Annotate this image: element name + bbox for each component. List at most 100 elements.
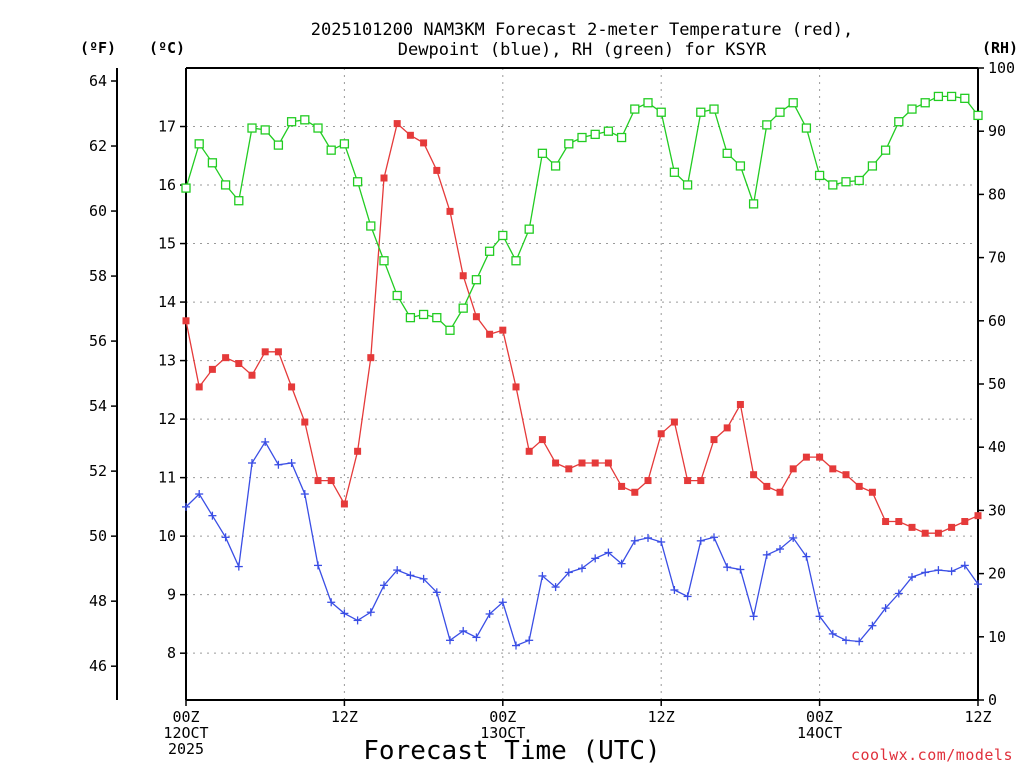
rh-point <box>669 167 680 177</box>
celsius-tick-label: 8 <box>167 644 176 662</box>
dewpoint-point <box>432 588 441 597</box>
rh-point <box>577 132 587 143</box>
temperature-point <box>974 512 982 520</box>
rh-point <box>682 180 693 190</box>
fahrenheit-tick-label: 58 <box>89 267 107 285</box>
temperature-point <box>670 418 678 426</box>
rh-point <box>339 139 350 149</box>
temperature-point <box>208 365 216 373</box>
rh-point <box>524 224 534 234</box>
temperature-point <box>591 459 599 467</box>
dewpoint-point <box>393 566 402 575</box>
credit-link[interactable]: coolwx.com/models <box>851 746 1013 764</box>
temperature-point <box>459 272 467 280</box>
rh-point <box>326 145 336 155</box>
temperature-point <box>631 488 639 496</box>
dewpoint-point <box>974 580 982 589</box>
rh-point <box>722 148 732 158</box>
rh-point <box>590 129 600 140</box>
dewpoint-point <box>921 568 930 577</box>
dewpoint-point <box>551 583 560 592</box>
rh-point <box>603 126 614 136</box>
rh-point <box>379 256 389 266</box>
rh-tick-label: 70 <box>988 249 1006 267</box>
title-line-1: 2025101200 NAM3KM Forecast 2-meter Tempe… <box>311 20 853 40</box>
temperature-point <box>921 529 929 537</box>
rh-point <box>946 91 957 102</box>
axes <box>111 67 984 706</box>
rh-point <box>841 177 851 187</box>
celsius-tick-label: 15 <box>158 235 176 253</box>
dewpoint-point <box>182 502 190 511</box>
temperature-point <box>618 482 626 490</box>
dewpoint-point <box>538 571 547 580</box>
series-layer <box>181 91 983 650</box>
rh-point <box>920 98 930 108</box>
rh-point <box>907 104 917 114</box>
dewpoint-point <box>644 533 652 542</box>
fahrenheit-tick-label: 64 <box>89 72 107 90</box>
dewpoint-point <box>485 609 494 618</box>
series-dewpoint <box>182 437 982 650</box>
rh-point <box>484 246 495 256</box>
temperature-point <box>301 418 309 426</box>
temperature-point <box>222 354 230 362</box>
rh-point <box>854 175 864 186</box>
celsius-tick-label: 11 <box>158 469 176 487</box>
rh-point <box>550 161 561 171</box>
temperature-point <box>406 131 414 139</box>
fahrenheit-unit-label: (ºF) <box>80 39 116 57</box>
temperature-point <box>684 477 692 485</box>
dewpoint-point <box>947 567 956 576</box>
celsius-tick-label: 16 <box>158 176 176 194</box>
temperature-point <box>710 436 718 444</box>
dewpoint-point <box>723 563 732 572</box>
dewpoint-point <box>366 608 375 617</box>
temperature-point <box>538 436 546 444</box>
rh-point <box>273 140 284 150</box>
rh-point <box>432 312 442 323</box>
rh-unit-label: (RH) <box>982 39 1018 57</box>
rh-point <box>220 180 231 190</box>
temperature-point <box>657 430 665 438</box>
dewpoint-point <box>578 564 586 573</box>
temperature-point <box>578 459 586 467</box>
rh-point <box>260 125 270 135</box>
rh-point <box>234 196 244 206</box>
dewpoint-point <box>591 554 600 563</box>
temperature-point <box>512 383 520 391</box>
rh-point <box>313 123 323 133</box>
fahrenheit-tick-label: 56 <box>89 332 107 350</box>
rh-point <box>973 110 983 121</box>
temperature-point <box>868 488 876 496</box>
dewpoint-point <box>868 621 877 630</box>
dewpoint-point <box>261 437 270 446</box>
x-tick-label: 13OCT <box>480 724 525 742</box>
rh-point <box>286 117 297 127</box>
temperature-point <box>802 453 810 461</box>
rh-point <box>933 91 944 102</box>
title-line-2: Dewpoint (blue), RH (green) for KSYR <box>398 40 767 60</box>
rh-tick-label: 30 <box>988 501 1006 519</box>
temperature-point <box>367 354 375 362</box>
celsius-tick-label: 12 <box>158 410 176 428</box>
rh-tick-label: 100 <box>988 59 1015 77</box>
dewpoint-point <box>498 598 507 607</box>
rh-point <box>471 275 482 285</box>
dewpoint-point <box>459 626 468 635</box>
dewpoint-point <box>934 566 943 575</box>
rh-point <box>748 199 759 209</box>
dewpoint-point <box>842 636 850 645</box>
fahrenheit-tick-label: 54 <box>89 397 107 415</box>
rh-point <box>894 117 904 127</box>
x-tick-label: 12Z <box>331 708 358 726</box>
rh-point <box>207 158 218 168</box>
rh-point <box>775 107 785 117</box>
rh-tick-label: 10 <box>988 628 1006 646</box>
x-tick-label: 12Z <box>648 708 675 726</box>
dewpoint-point <box>419 574 428 583</box>
rh-point <box>300 115 310 125</box>
dewpoint-point <box>802 552 811 561</box>
temperature-point <box>644 477 652 485</box>
